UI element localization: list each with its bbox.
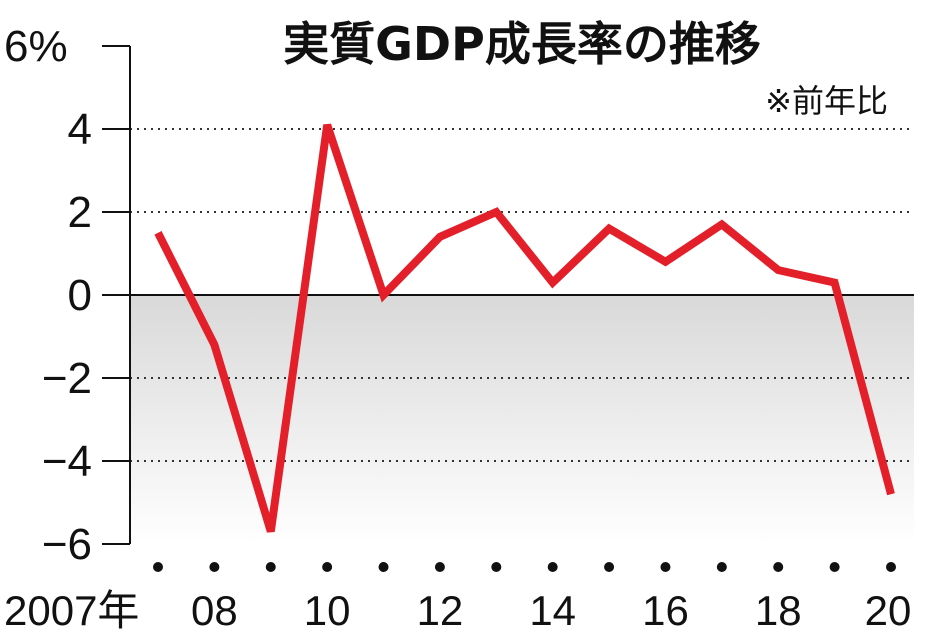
x-tick-label: 18 — [755, 587, 802, 634]
gdp-growth-line — [154, 123, 895, 533]
y-tick-label: 4 — [68, 105, 92, 154]
x-tick-dot — [660, 562, 671, 572]
x-tick-dot — [829, 562, 840, 572]
x-tick-dot — [491, 562, 502, 572]
chart-title: 実質GDP成長率の推移 — [283, 17, 761, 71]
x-tick-label: 12 — [417, 587, 464, 634]
y-tick-label: −4 — [42, 437, 92, 486]
x-tick-dot — [209, 562, 220, 572]
y-tick-label: 6% — [4, 22, 68, 71]
x-tick-dot — [153, 562, 163, 572]
x-tick-label: 2007年 — [4, 587, 139, 634]
x-tick-dot — [886, 562, 896, 572]
x-tick-dot — [604, 562, 615, 572]
x-tick-labels: 2007年 08 10 12 14 16 18 20 — [4, 587, 911, 634]
gridlines — [130, 128, 914, 462]
x-tick-label: 20 — [865, 587, 912, 634]
x-tick-dot — [322, 562, 333, 572]
x-tick-dot — [547, 562, 558, 572]
x-tick-dot — [265, 562, 276, 572]
x-tick-dots — [153, 562, 896, 572]
x-tick-label: 14 — [529, 587, 576, 634]
negative-region-shading — [130, 295, 914, 544]
x-tick-dot — [378, 562, 389, 572]
y-ticks: 6%4 2 0 −2 −4 −6 — [4, 22, 130, 569]
y-tick-label: −6 — [42, 520, 92, 569]
x-tick-dot — [434, 562, 445, 572]
x-tick-label: 10 — [304, 587, 351, 634]
y-tick-label: 0 — [68, 271, 92, 320]
x-tick-dot — [716, 562, 727, 572]
x-tick-dot — [773, 562, 784, 572]
x-tick-label: 08 — [191, 587, 238, 634]
y-tick-label: 2 — [68, 188, 92, 237]
x-tick-label: 16 — [642, 587, 689, 634]
y-tick-label: −2 — [42, 354, 92, 403]
chart-note: ※前年比 — [765, 82, 888, 120]
